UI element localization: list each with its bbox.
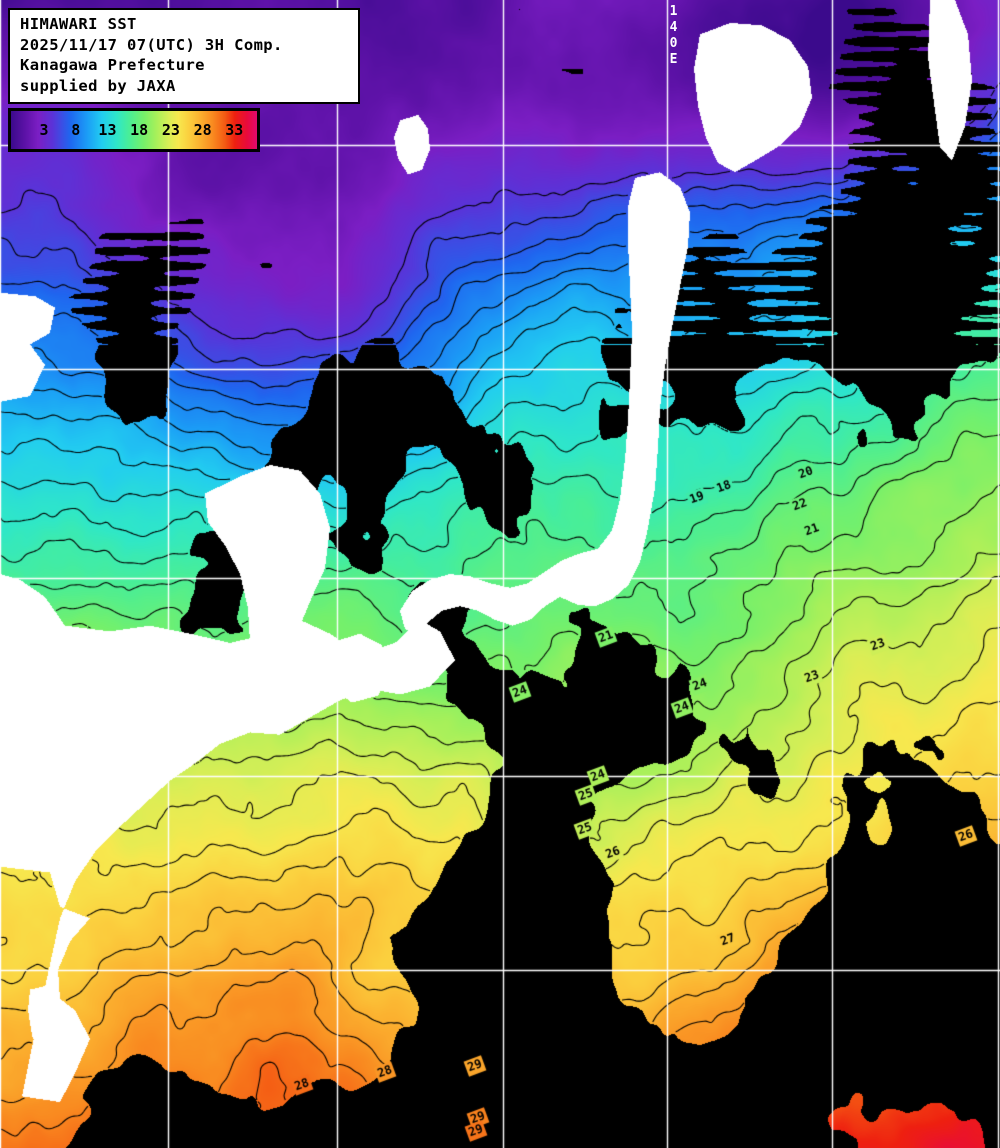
title-line-supplier: supplied by JAXA <box>20 76 176 95</box>
colorbar-tick-13: 13 <box>98 121 117 139</box>
colorbar-tick-8: 8 <box>71 121 81 139</box>
title-line-product: HIMAWARI SST <box>20 15 137 33</box>
colorbar-tick-28: 28 <box>193 121 212 139</box>
title-panel: HIMAWARI SST 2025/11/17 07(UTC) 3H Comp.… <box>8 8 360 104</box>
colorbar-gradient <box>11 111 257 149</box>
colorbar-tick-33: 33 <box>225 121 244 139</box>
colorbar: 3 8 13 18 23 28 33 <box>8 108 260 152</box>
title-line-datetime: 2025/11/17 07(UTC) 3H Comp. <box>20 35 283 54</box>
title-line-region: Kanagawa Prefecture <box>20 56 205 74</box>
colorbar-tick-labels: 3 8 13 18 23 28 33 <box>11 111 257 149</box>
colorbar-tick-3: 3 <box>39 121 49 139</box>
colorbar-tick-23: 23 <box>161 121 180 139</box>
longitude-label-140e: 140E <box>666 4 681 68</box>
colorbar-tick-18: 18 <box>130 121 149 139</box>
